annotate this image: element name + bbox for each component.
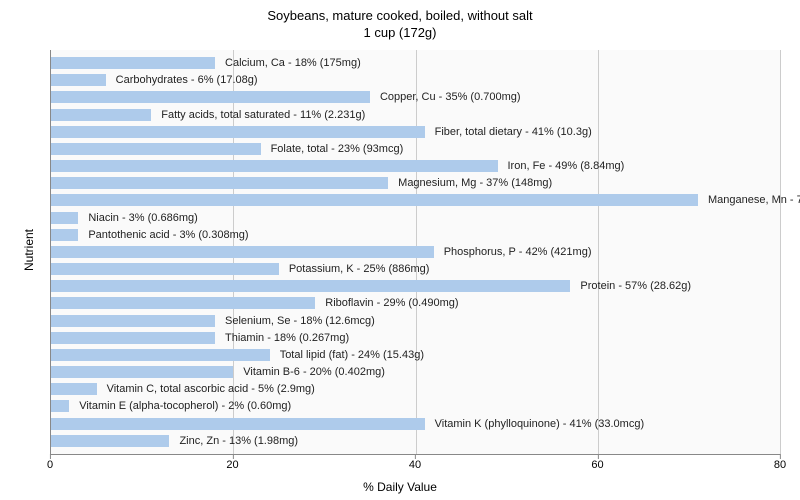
nutrient-bar-label: Vitamin E (alpha-tocopherol) - 2% (0.60m… [75,399,291,413]
bar-row: Carbohydrates - 6% (17.08g) [51,73,780,87]
nutrient-bar [51,280,570,292]
nutrient-bar-label: Carbohydrates - 6% (17.08g) [112,73,258,87]
bar-row: Potassium, K - 25% (886mg) [51,262,780,276]
x-tick-label: 20 [226,459,238,471]
nutrient-bar [51,160,498,172]
nutrient-bar [51,315,215,327]
nutrient-bar-label: Manganese, Mn - 71% (1.417mg) [704,193,800,207]
gridline [780,50,781,454]
bar-row: Copper, Cu - 35% (0.700mg) [51,90,780,104]
nutrient-bar-label: Pantothenic acid - 3% (0.308mg) [84,228,248,242]
bar-row: Zinc, Zn - 13% (1.98mg) [51,434,780,448]
nutrient-bar-label: Potassium, K - 25% (886mg) [285,262,430,276]
x-tick-mark [598,454,599,459]
x-tick-mark [780,454,781,459]
nutrient-bar [51,366,233,378]
bar-row: Fatty acids, total saturated - 11% (2.23… [51,108,780,122]
x-tick-label: 80 [774,459,786,471]
nutrient-bar [51,349,270,361]
nutrient-bar-label: Phosphorus, P - 42% (421mg) [440,245,592,259]
nutrient-bar [51,143,261,155]
bar-row: Calcium, Ca - 18% (175mg) [51,56,780,70]
nutrient-bar-label: Protein - 57% (28.62g) [576,279,691,293]
nutrient-bar [51,91,370,103]
nutrient-bar-label: Selenium, Se - 18% (12.6mcg) [221,314,375,328]
bar-row: Iron, Fe - 49% (8.84mg) [51,159,780,173]
nutrient-bar [51,57,215,69]
x-tick-label: 40 [409,459,421,471]
nutrient-bar-label: Magnesium, Mg - 37% (148mg) [394,176,552,190]
nutrient-bar [51,400,69,412]
nutrient-bar-label: Vitamin K (phylloquinone) - 41% (33.0mcg… [431,417,645,431]
nutrient-bar-label: Zinc, Zn - 13% (1.98mg) [175,434,298,448]
nutrient-bar [51,74,106,86]
nutrient-bar [51,126,425,138]
nutrient-bar [51,109,151,121]
bar-row: Fiber, total dietary - 41% (10.3g) [51,125,780,139]
nutrient-bar-label: Folate, total - 23% (93mcg) [267,142,404,156]
x-tick-mark [233,454,234,459]
bar-row: Protein - 57% (28.62g) [51,279,780,293]
bar-row: Vitamin K (phylloquinone) - 41% (33.0mcg… [51,417,780,431]
nutrient-bar [51,332,215,344]
bar-row: Manganese, Mn - 71% (1.417mg) [51,193,780,207]
bar-row: Magnesium, Mg - 37% (148mg) [51,176,780,190]
chart-title-line2: 1 cup (172g) [0,25,800,42]
nutrient-bar [51,229,78,241]
nutrient-bar-label: Total lipid (fat) - 24% (15.43g) [276,348,424,362]
nutrient-bar-label: Copper, Cu - 35% (0.700mg) [376,90,521,104]
x-tick-mark [50,454,51,459]
nutrient-bar [51,212,78,224]
bar-row: Niacin - 3% (0.686mg) [51,211,780,225]
x-axis-label: % Daily Value [363,480,437,494]
x-axis-ticks: 020406080 [50,457,780,475]
nutrient-bar-label: Fiber, total dietary - 41% (10.3g) [431,125,592,139]
chart-title-line1: Soybeans, mature cooked, boiled, without… [0,8,800,25]
nutrient-bar [51,246,434,258]
bar-row: Folate, total - 23% (93mcg) [51,142,780,156]
nutrient-bar-label: Niacin - 3% (0.686mg) [84,211,197,225]
nutrient-bar-label: Vitamin B-6 - 20% (0.402mg) [239,365,385,379]
bar-row: Vitamin E (alpha-tocopherol) - 2% (0.60m… [51,399,780,413]
bar-row: Vitamin C, total ascorbic acid - 5% (2.9… [51,382,780,396]
nutrient-bar-label: Iron, Fe - 49% (8.84mg) [504,159,625,173]
bar-row: Pantothenic acid - 3% (0.308mg) [51,228,780,242]
nutrient-bar [51,297,315,309]
nutrient-bar-label: Riboflavin - 29% (0.490mg) [321,296,458,310]
nutrient-bar [51,383,97,395]
nutrient-bar [51,418,425,430]
nutrient-bar-label: Fatty acids, total saturated - 11% (2.23… [157,108,365,122]
bar-row: Phosphorus, P - 42% (421mg) [51,245,780,259]
nutrient-chart: Soybeans, mature cooked, boiled, without… [0,0,800,500]
nutrient-bar [51,177,388,189]
bar-row: Thiamin - 18% (0.267mg) [51,331,780,345]
y-axis-label: Nutrient [22,229,36,271]
nutrient-bar [51,194,698,206]
nutrient-bar [51,263,279,275]
bar-row: Riboflavin - 29% (0.490mg) [51,296,780,310]
plot-area: Calcium, Ca - 18% (175mg) Carbohydrates -… [50,50,780,455]
nutrient-bar-label: Vitamin C, total ascorbic acid - 5% (2.9… [103,382,315,396]
bar-row: Total lipid (fat) - 24% (15.43g) [51,348,780,362]
bar-row: Selenium, Se - 18% (12.6mcg) [51,314,780,328]
nutrient-bar-label: Calcium, Ca - 18% (175mg) [221,56,361,70]
x-tick-label: 0 [47,459,53,471]
bar-row: Vitamin B-6 - 20% (0.402mg) [51,365,780,379]
chart-title: Soybeans, mature cooked, boiled, without… [0,0,800,42]
nutrient-bar [51,435,169,447]
nutrient-bar-label: Thiamin - 18% (0.267mg) [221,331,349,345]
x-tick-label: 60 [591,459,603,471]
bars-group: Calcium, Ca - 18% (175mg) Carbohydrates -… [51,56,780,448]
x-tick-mark [415,454,416,459]
